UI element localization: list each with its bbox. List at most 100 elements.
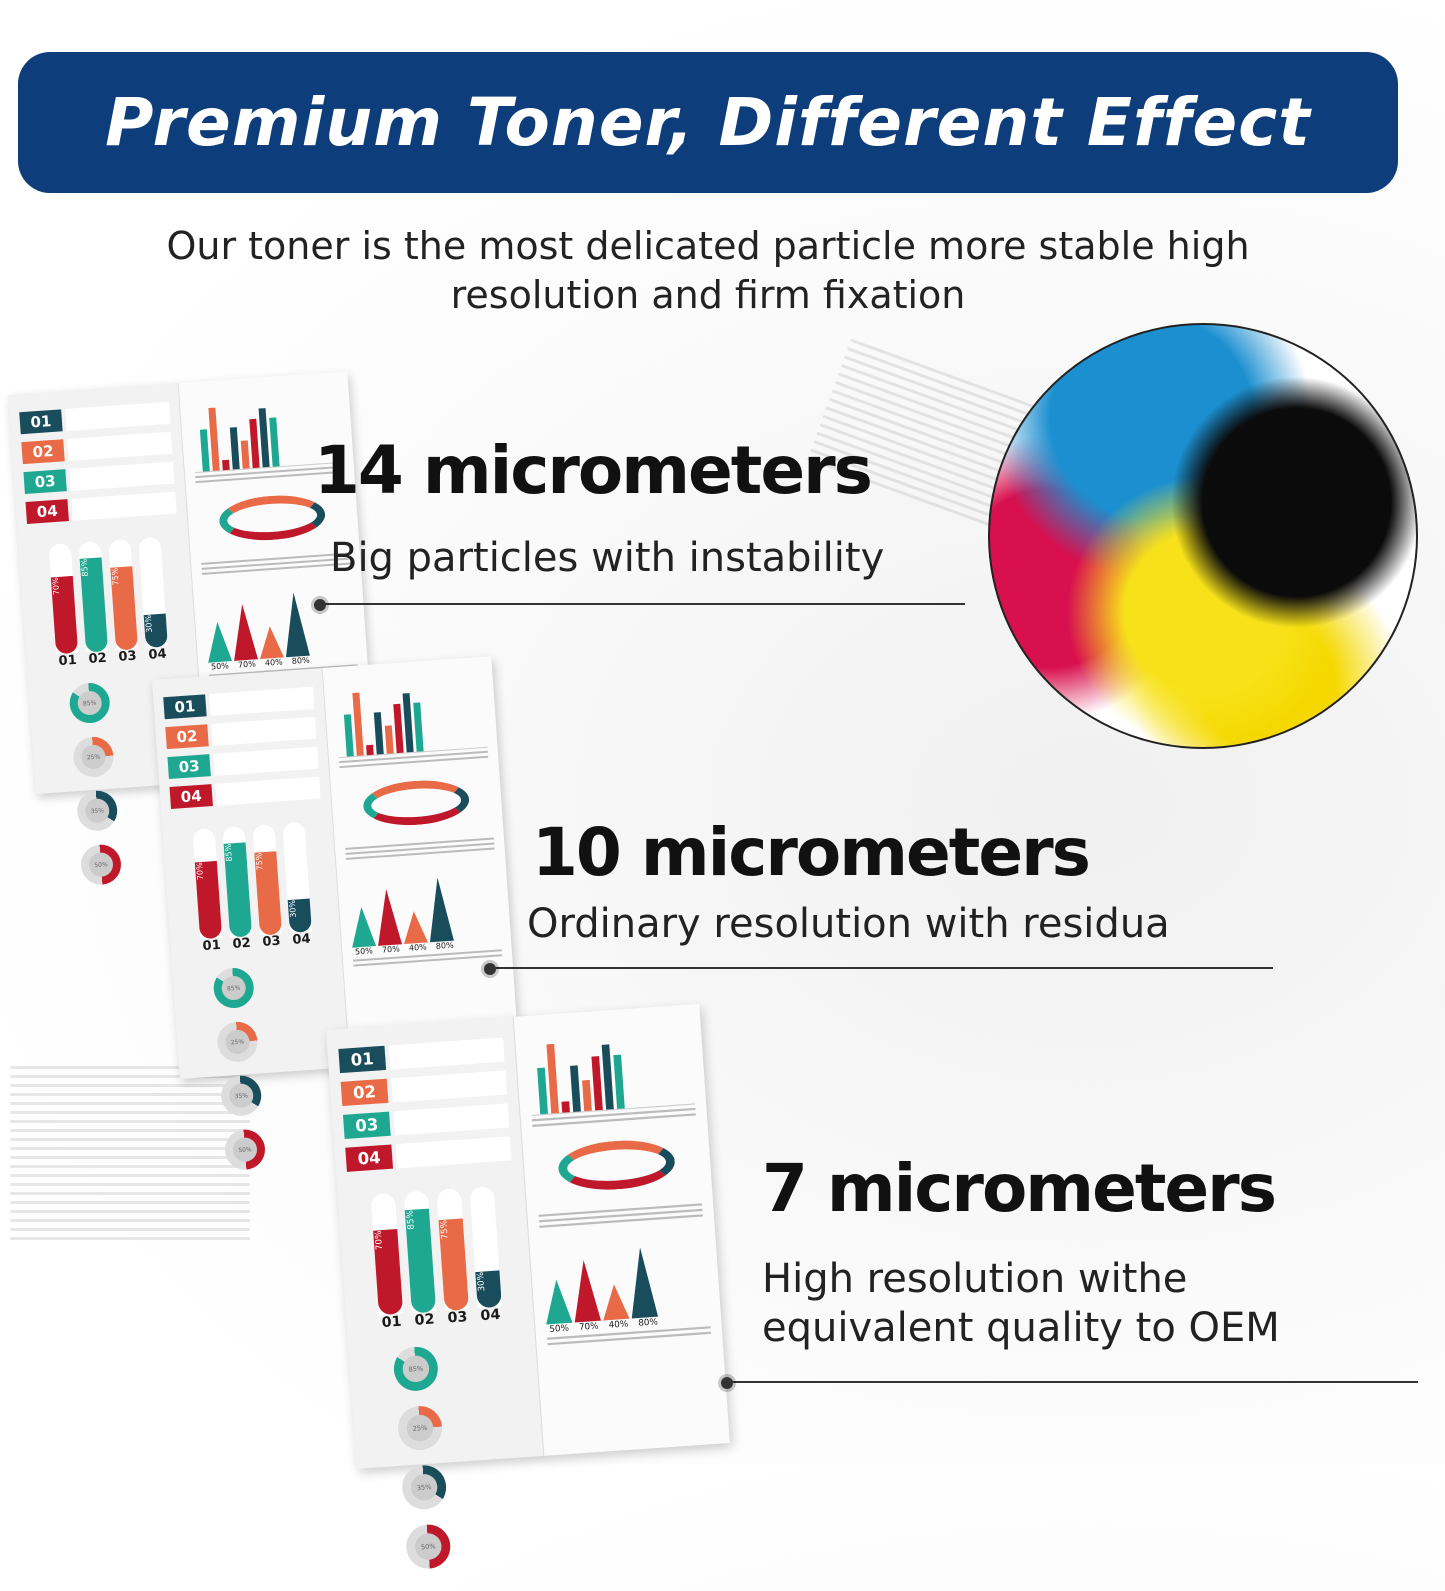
tag-label: 04 — [25, 499, 69, 524]
doc-ring-chart: 25% — [72, 735, 115, 779]
bar-value: 30% — [287, 898, 312, 933]
tag-label: 03 — [342, 1111, 391, 1139]
doc-tag: 01 — [19, 401, 170, 435]
tag-label: 03 — [23, 469, 67, 495]
doc-ring-chart: 35% — [219, 1074, 263, 1118]
doc-ring-chart: 85% — [212, 966, 256, 1010]
doc-bar: 30% — [469, 1185, 502, 1309]
printed-document-sample: 01 02 03 04 70% 85% 75% 30% 01 02 03 04 85% 25% 35% 50%… — [326, 1003, 730, 1571]
tier-desc-14: Big particles with instability — [330, 535, 885, 581]
bar-label: 04 — [479, 1306, 501, 1325]
doc-bar: 85% — [222, 825, 253, 938]
subtitle-line: resolution and firm fixation — [450, 273, 966, 317]
pointer-dot — [314, 599, 326, 611]
triangle-value: 70% — [237, 659, 257, 670]
doc-bar-chart: 70% 85% 75% 30% — [349, 1185, 521, 1317]
tier-desc-10: Ordinary resolution with residua — [527, 901, 1170, 947]
bar-value: 70% — [50, 575, 79, 655]
tag-label: 01 — [163, 694, 207, 720]
bar-value: 30% — [475, 1270, 502, 1309]
doc-bar: 30% — [138, 536, 168, 648]
doc-bar-chart: 70% 85% 75% 30% — [29, 536, 186, 656]
doc-donut-chart — [557, 1136, 677, 1194]
triangle-value: 40% — [264, 657, 283, 668]
bar-value: 75% — [438, 1218, 470, 1311]
doc-left-page: 01 02 03 04 70% 85% 75% 30% 01 02 03 04 85% 25% 35% 50% — [326, 1017, 543, 1571]
tag-label: 02 — [340, 1078, 389, 1107]
doc-triangle-chart — [540, 1236, 709, 1325]
bar-label: 04 — [291, 931, 312, 948]
doc-tag: 02 — [21, 431, 172, 465]
doc-tag: 04 — [345, 1136, 511, 1172]
doc-ring-chart: 85% — [68, 681, 112, 725]
doc-tag: 04 — [25, 491, 177, 524]
doc-right-page: 50% 70% 40% 80% — [321, 656, 520, 1068]
bar-value: 70% — [194, 860, 223, 940]
bar-value: 30% — [143, 613, 168, 648]
doc-ring-chart: 35% — [400, 1463, 448, 1511]
bar-label: 01 — [381, 1313, 403, 1332]
banner-title: Premium Toner, Different Effect — [105, 84, 1311, 161]
tier-heading-10: 10 micrometers — [532, 814, 1091, 891]
bar-value: 85% — [223, 842, 253, 938]
bar-value: 75% — [110, 566, 139, 651]
doc-tag: 02 — [165, 716, 316, 750]
doc-bar: 85% — [403, 1190, 437, 1313]
ring-value: 50% — [414, 1532, 443, 1561]
doc-ring-chart: 25% — [396, 1404, 444, 1452]
tier-heading-14: 14 micrometers — [314, 432, 873, 509]
doc-bar-chart: 70% 85% 75% 30% — [173, 821, 330, 941]
ring-value: 50% — [88, 851, 114, 878]
triangle-value: 70% — [381, 944, 401, 955]
doc-ring-chart: 50% — [79, 843, 123, 887]
bar-label: 01 — [202, 937, 222, 955]
doc-ring-chart: 85% — [392, 1345, 440, 1393]
pointer-dot — [484, 963, 496, 975]
triangle-value: 40% — [408, 942, 427, 953]
doc-ring-chart: 25% — [216, 1020, 259, 1064]
tag-label: 04 — [345, 1144, 394, 1172]
bar-label: 02 — [414, 1311, 436, 1330]
doc-bar: 75% — [436, 1188, 470, 1311]
bar-label: 03 — [262, 933, 282, 950]
doc-tag: 01 — [163, 686, 314, 720]
doc-column-chart — [333, 676, 488, 759]
divider-line — [320, 603, 965, 605]
tag-label: 03 — [167, 754, 211, 780]
triangle-value: 80% — [435, 940, 454, 951]
ring-value: 25% — [80, 744, 107, 770]
ring-value: 85% — [401, 1354, 430, 1383]
doc-left-page: 01 02 03 04 70% 85% 75% 30% 01 02 03 04 85% 25% 35% 50% — [152, 668, 349, 1172]
tag-label: 01 — [338, 1045, 387, 1074]
doc-triangle-chart — [347, 867, 501, 948]
bar-label: 03 — [447, 1309, 469, 1327]
tier-heading-7: 7 micrometers — [762, 1150, 1277, 1227]
tag-label: 04 — [169, 784, 213, 809]
ring-value: 35% — [410, 1473, 439, 1502]
bar-label: 01 — [58, 652, 78, 670]
doc-ring-chart: 35% — [75, 789, 119, 833]
bar-value: 75% — [254, 851, 283, 936]
triangle-value: 40% — [608, 1318, 629, 1330]
tag-label: 02 — [21, 439, 65, 465]
printed-document-sample: 01 02 03 04 70% 85% 75% 30% 01 02 03 04 85% 25% 35% 50%… — [152, 656, 520, 1172]
subtitle-line: Our toner is the most delicated particle… — [166, 224, 1250, 268]
doc-bar: 70% — [370, 1192, 404, 1316]
tier-desc-7-line2: equivalent quality to OEM — [762, 1305, 1280, 1351]
ring-value: 85% — [220, 975, 247, 1001]
ring-value: 25% — [405, 1414, 435, 1443]
bar-label: 02 — [88, 650, 108, 668]
doc-tag: 04 — [169, 776, 321, 809]
ring-value: 50% — [232, 1136, 258, 1163]
toner-powder-image — [988, 323, 1418, 749]
doc-triangle-chart — [203, 582, 357, 663]
ring-value: 25% — [224, 1029, 251, 1055]
bar-label: 04 — [147, 646, 168, 663]
tag-label: 01 — [19, 409, 63, 435]
doc-bar: 75% — [108, 538, 139, 651]
doc-ring-chart: 50% — [404, 1523, 452, 1571]
ring-value: 35% — [228, 1082, 255, 1109]
bar-label: 03 — [118, 648, 138, 665]
ring-value: 35% — [84, 797, 111, 824]
doc-ring-chart: 50% — [223, 1128, 267, 1172]
